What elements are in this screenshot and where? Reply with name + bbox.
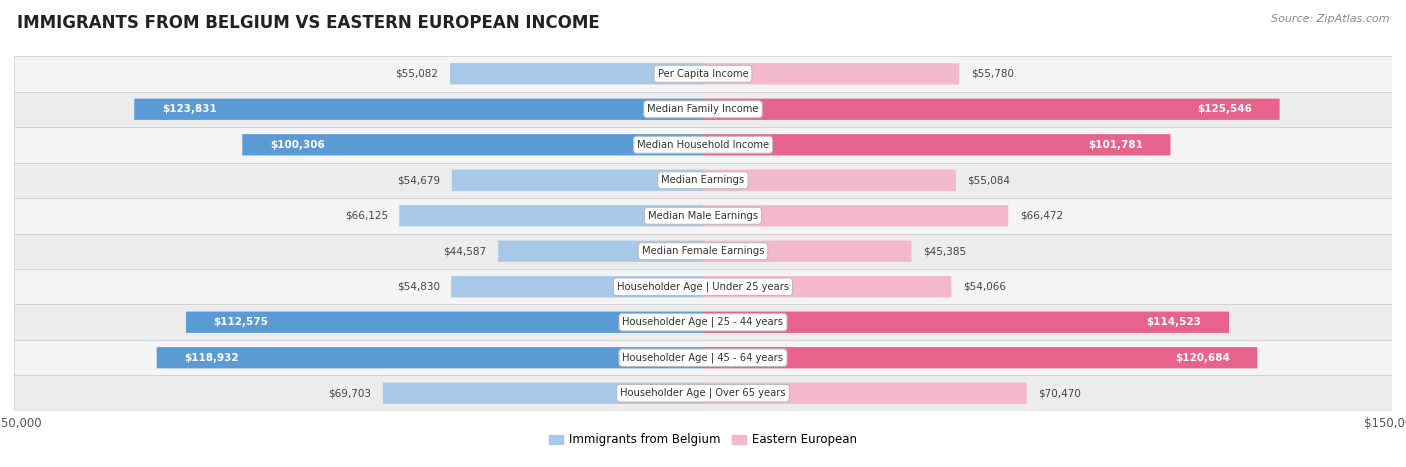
- Text: Median Earnings: Median Earnings: [661, 175, 745, 185]
- Text: Per Capita Income: Per Capita Income: [658, 69, 748, 79]
- Bar: [14, 163, 1392, 198]
- Text: Median Family Income: Median Family Income: [647, 104, 759, 114]
- Bar: [14, 56, 1392, 92]
- FancyBboxPatch shape: [703, 63, 959, 85]
- FancyBboxPatch shape: [703, 170, 956, 191]
- Legend: Immigrants from Belgium, Eastern European: Immigrants from Belgium, Eastern Europea…: [544, 429, 862, 451]
- Text: $55,084: $55,084: [967, 175, 1011, 185]
- Text: $112,575: $112,575: [214, 317, 269, 327]
- FancyBboxPatch shape: [703, 276, 952, 297]
- Text: $100,306: $100,306: [270, 140, 325, 150]
- Text: $123,831: $123,831: [162, 104, 217, 114]
- Text: Source: ZipAtlas.com: Source: ZipAtlas.com: [1271, 14, 1389, 24]
- FancyBboxPatch shape: [382, 382, 703, 404]
- FancyBboxPatch shape: [703, 347, 1257, 368]
- FancyBboxPatch shape: [186, 311, 703, 333]
- Bar: [14, 375, 1392, 411]
- Bar: [14, 198, 1392, 234]
- FancyBboxPatch shape: [450, 63, 703, 85]
- Bar: [14, 127, 1392, 163]
- FancyBboxPatch shape: [451, 170, 703, 191]
- FancyBboxPatch shape: [498, 241, 703, 262]
- Text: Median Male Earnings: Median Male Earnings: [648, 211, 758, 221]
- Text: $120,684: $120,684: [1175, 353, 1230, 363]
- FancyBboxPatch shape: [703, 241, 911, 262]
- Text: $66,472: $66,472: [1019, 211, 1063, 221]
- Text: Median Household Income: Median Household Income: [637, 140, 769, 150]
- Text: $125,546: $125,546: [1197, 104, 1253, 114]
- FancyBboxPatch shape: [703, 205, 1008, 226]
- Text: $54,679: $54,679: [398, 175, 440, 185]
- FancyBboxPatch shape: [399, 205, 703, 226]
- FancyBboxPatch shape: [703, 99, 1279, 120]
- Text: Householder Age | Under 25 years: Householder Age | Under 25 years: [617, 282, 789, 292]
- Text: Householder Age | 45 - 64 years: Householder Age | 45 - 64 years: [623, 353, 783, 363]
- Text: Median Female Earnings: Median Female Earnings: [641, 246, 765, 256]
- Text: $66,125: $66,125: [344, 211, 388, 221]
- Text: $54,830: $54,830: [396, 282, 440, 292]
- Text: IMMIGRANTS FROM BELGIUM VS EASTERN EUROPEAN INCOME: IMMIGRANTS FROM BELGIUM VS EASTERN EUROP…: [17, 14, 599, 32]
- FancyBboxPatch shape: [703, 311, 1229, 333]
- Text: $114,523: $114,523: [1146, 317, 1202, 327]
- FancyBboxPatch shape: [134, 99, 703, 120]
- FancyBboxPatch shape: [451, 276, 703, 297]
- Text: $118,932: $118,932: [184, 353, 239, 363]
- Text: $55,082: $55,082: [395, 69, 439, 79]
- Bar: [14, 340, 1392, 375]
- Text: Householder Age | 25 - 44 years: Householder Age | 25 - 44 years: [623, 317, 783, 327]
- FancyBboxPatch shape: [703, 382, 1026, 404]
- Text: $69,703: $69,703: [329, 388, 371, 398]
- Text: $55,780: $55,780: [970, 69, 1014, 79]
- Bar: [14, 269, 1392, 304]
- Text: $44,587: $44,587: [444, 246, 486, 256]
- FancyBboxPatch shape: [703, 134, 1170, 156]
- Text: Householder Age | Over 65 years: Householder Age | Over 65 years: [620, 388, 786, 398]
- FancyBboxPatch shape: [242, 134, 703, 156]
- Bar: [14, 304, 1392, 340]
- Text: $70,470: $70,470: [1038, 388, 1081, 398]
- Text: $54,066: $54,066: [963, 282, 1005, 292]
- Bar: [14, 234, 1392, 269]
- Text: $101,781: $101,781: [1088, 140, 1143, 150]
- Bar: [14, 92, 1392, 127]
- Text: $45,385: $45,385: [922, 246, 966, 256]
- FancyBboxPatch shape: [156, 347, 703, 368]
